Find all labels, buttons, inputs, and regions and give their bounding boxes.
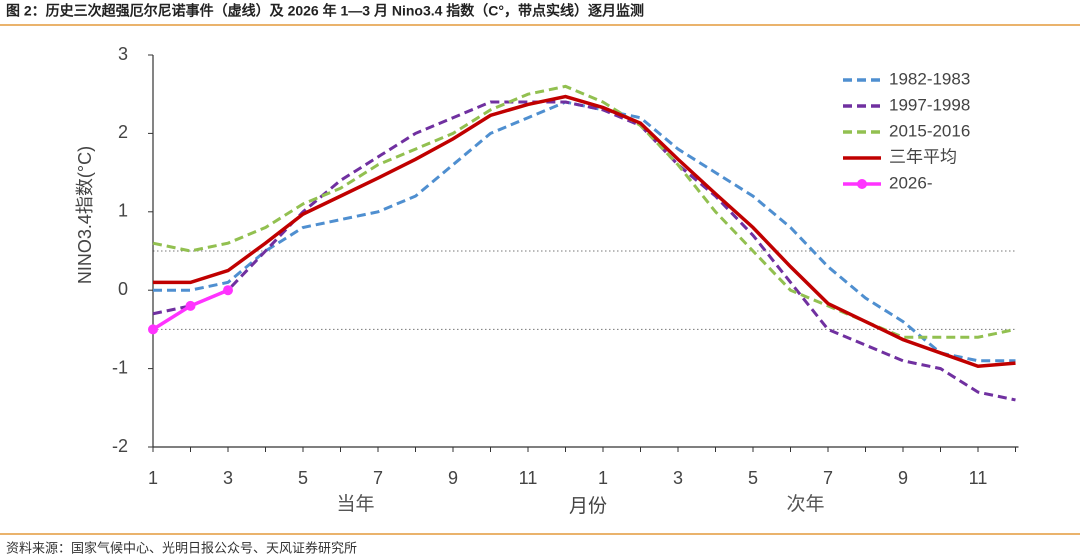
legend-label: 1982-1983	[889, 69, 970, 88]
chart-title: 图 2：历史三次超强厄尔尼诺事件（虚线）及 2026 年 1—3 月 Nino3…	[6, 3, 644, 19]
legend-label: 2015-2016	[889, 121, 970, 140]
y-tick-label: 1	[118, 201, 128, 221]
x-tick-label: 5	[298, 468, 308, 488]
x-tick-label: 3	[223, 468, 233, 488]
source: 资料来源：国家气候中心、光明日报公众号、天风证券研究所	[6, 540, 357, 555]
legend-label: 2026-	[889, 173, 932, 192]
series-line	[152, 100, 1016, 402]
series-line	[153, 94, 1016, 369]
x-tick-label: 1	[598, 468, 608, 488]
series-line	[153, 100, 1016, 363]
x-axis-label: 月份	[569, 495, 607, 517]
legend-label: 三年平均	[889, 147, 957, 166]
x-tick-label: 9	[898, 468, 908, 488]
period-label: 当年	[336, 493, 374, 515]
x-tick-label: 5	[748, 468, 758, 488]
x-tick-label: 11	[519, 468, 538, 488]
y-tick-label: 3	[118, 44, 128, 64]
point	[185, 300, 196, 311]
x-tick-label: 9	[448, 468, 458, 488]
point	[148, 324, 158, 335]
y-tick-label: 0	[118, 279, 128, 299]
y-tick-label: 2	[118, 122, 128, 142]
point	[223, 285, 233, 296]
y-tick-label: -2	[112, 436, 128, 456]
legend-marker	[857, 179, 867, 189]
x-tick-label: 3	[673, 468, 683, 488]
x-tick-label: 1	[148, 468, 158, 488]
series-line	[152, 84, 1016, 339]
period-label: 次年	[786, 493, 824, 515]
x-tick-label: 11	[969, 468, 988, 488]
y-axis-label: NINO3.4指数(°C)	[75, 146, 95, 284]
x-tick-label: 7	[823, 468, 833, 488]
legend-label: 1997-1998	[889, 95, 970, 114]
x-tick-label: 7	[373, 468, 383, 488]
y-tick-label: -1	[112, 357, 128, 377]
